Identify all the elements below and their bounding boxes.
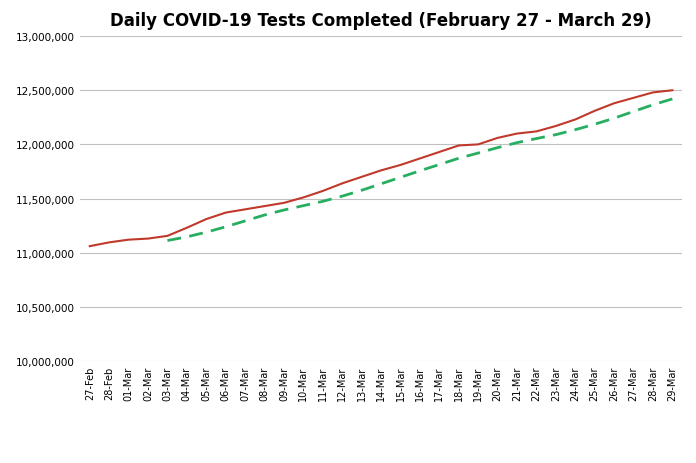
Title: Daily COVID-19 Tests Completed (February 27 - March 29): Daily COVID-19 Tests Completed (February… [110, 12, 652, 30]
